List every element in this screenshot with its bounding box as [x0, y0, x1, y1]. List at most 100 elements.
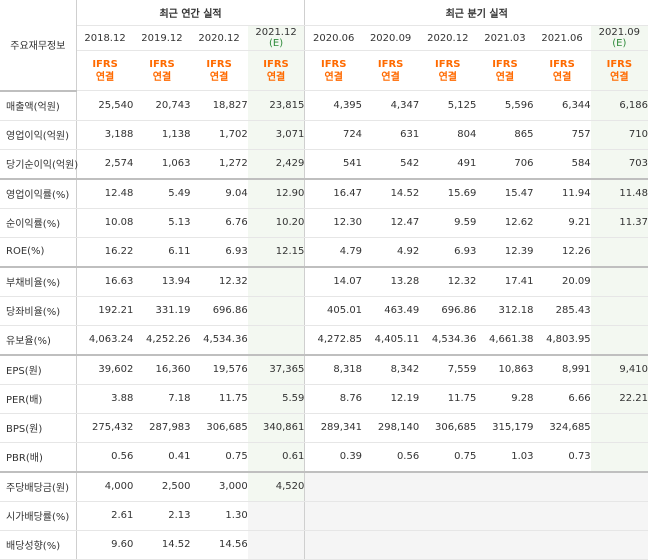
estimate-mark: (E) [612, 38, 627, 49]
ifrs-label: IFRS [549, 58, 575, 70]
value-cell: 9,410 [590, 354, 648, 385]
value-cell: 4,252.26 [133, 325, 191, 356]
value-cell: 6.93 [419, 237, 477, 268]
row-label: 부채비율(%) [0, 266, 77, 297]
period-header: 2021.12 (E) [247, 25, 305, 51]
value-cell: 3,071 [247, 120, 305, 150]
value-cell: 13.94 [133, 266, 191, 297]
value-cell [590, 296, 648, 326]
value-cell: 37,365 [247, 354, 305, 385]
value-cell: 275,432 [76, 413, 134, 443]
row-label: ROE(%) [0, 237, 77, 268]
value-cell: 0.41 [133, 442, 191, 473]
value-cell: 4,347 [362, 90, 420, 121]
value-cell: 3,000 [190, 471, 248, 502]
value-cell: 20,743 [133, 90, 191, 121]
consolidated-label: 연결 [495, 71, 515, 83]
value-cell: 11.94 [533, 178, 591, 209]
value-cell [419, 501, 477, 531]
period-label: 2021.03 [484, 32, 526, 44]
ifrs-label: IFRS [206, 58, 232, 70]
value-cell: 12.15 [247, 237, 305, 268]
value-cell: 9.04 [190, 178, 248, 209]
table-row: 주당배당금(원) 4,000 2,500 3,000 4,520 [0, 471, 648, 502]
ifrs-label: IFRS [263, 58, 289, 70]
value-cell: 25,540 [76, 90, 134, 121]
period-label: 2021.09 [598, 27, 641, 38]
value-cell [247, 501, 305, 531]
ifrs-badge: IFRS 연결 [533, 50, 591, 91]
table-row: 매출액(억원) 25,540 20,743 18,827 23,815 4,395 4,34… [0, 90, 648, 121]
ifrs-label: IFRS [435, 58, 461, 70]
ifrs-badge: IFRS 연결 [76, 50, 134, 91]
consolidated-label: 연결 [552, 71, 572, 83]
row-label: BPS(원) [0, 413, 77, 443]
value-cell: 0.75 [419, 442, 477, 473]
value-cell [590, 471, 648, 502]
value-cell: 724 [304, 120, 363, 150]
row-label: 영업이익률(%) [0, 178, 77, 209]
value-cell [304, 501, 363, 531]
value-cell: 14.07 [304, 266, 363, 297]
value-cell: 12.47 [362, 208, 420, 238]
period-header: 2018.12 [76, 25, 134, 51]
value-cell: 4,063.24 [76, 325, 134, 356]
value-cell: 6,344 [533, 90, 591, 121]
value-cell: 2,429 [247, 149, 305, 180]
annual-results-header: 최근 연간 실적 [76, 0, 305, 26]
row-label: PER(배) [0, 384, 77, 414]
period-header: 2020.12 [419, 25, 477, 51]
value-cell: 0.61 [247, 442, 305, 473]
table-row: 영업이익(억원) 3,188 1,138 1,702 3,071 724 631 804 865… [0, 120, 648, 150]
consolidated-label: 연결 [95, 71, 115, 83]
value-cell: 865 [476, 120, 534, 150]
value-cell [590, 413, 648, 443]
ifrs-badge: IFRS 연결 [590, 50, 648, 91]
value-cell: 12.30 [304, 208, 363, 238]
value-cell: 4,661.38 [476, 325, 534, 356]
period-header: 2020.06 [304, 25, 363, 51]
value-cell: 16.63 [76, 266, 134, 297]
table-row: BPS(원) 275,432 287,983 306,685 340,861 289,34… [0, 413, 648, 443]
value-cell: 757 [533, 120, 591, 150]
value-cell: 39,602 [76, 354, 134, 385]
value-cell [362, 471, 420, 502]
value-cell [247, 296, 305, 326]
value-cell: 340,861 [247, 413, 305, 443]
value-cell [247, 266, 305, 297]
value-cell: 306,685 [419, 413, 477, 443]
row-label: EPS(원) [0, 354, 77, 385]
value-cell: 4.79 [304, 237, 363, 268]
value-cell: 1.30 [190, 501, 248, 531]
row-label: PBR(배) [0, 442, 77, 473]
value-cell: 4,520 [247, 471, 305, 502]
value-cell: 542 [362, 149, 420, 180]
value-cell [476, 471, 534, 502]
label-column-header: 주요재무정보 [0, 0, 77, 92]
value-cell: 23,815 [247, 90, 305, 121]
value-cell: 16.47 [304, 178, 363, 209]
table-row: 시가배당률(%) 2.61 2.13 1.30 [0, 501, 648, 531]
ifrs-badge: IFRS 연결 [362, 50, 420, 91]
value-cell: 192.21 [76, 296, 134, 326]
consolidated-label: 연결 [209, 71, 229, 83]
value-cell: 3.88 [76, 384, 134, 414]
value-cell: 287,983 [133, 413, 191, 443]
consolidated-label: 연결 [610, 71, 629, 83]
row-label: 주당배당금(원) [0, 471, 77, 502]
value-cell: 5,596 [476, 90, 534, 121]
value-cell: 306,685 [190, 413, 248, 443]
value-cell: 12.19 [362, 384, 420, 414]
value-cell: 703 [590, 149, 648, 180]
value-cell: 1,272 [190, 149, 248, 180]
ifrs-label: IFRS [149, 58, 175, 70]
value-cell: 7,559 [419, 354, 477, 385]
row-label: 당좌비율(%) [0, 296, 77, 326]
value-cell [476, 530, 534, 560]
value-cell [304, 530, 363, 560]
value-cell: 15.69 [419, 178, 477, 209]
value-cell: 12.62 [476, 208, 534, 238]
value-cell: 20.09 [533, 266, 591, 297]
value-cell [590, 530, 648, 560]
row-label: 유보율(%) [0, 325, 77, 356]
